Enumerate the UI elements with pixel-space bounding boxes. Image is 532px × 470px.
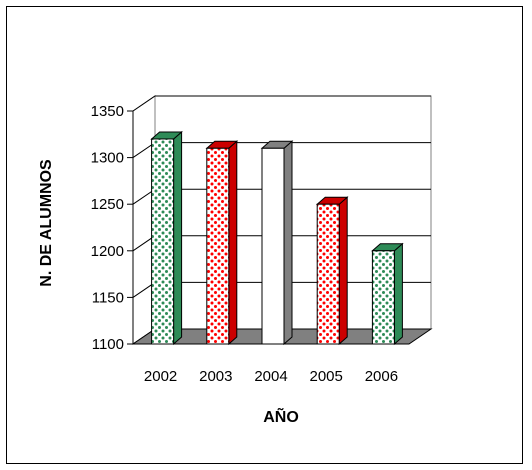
- bars: [150, 130, 404, 346]
- bar-front: [316, 203, 340, 345]
- bar-front: [206, 147, 230, 345]
- y-axis-title: N. DE ALUMNOS: [38, 159, 55, 287]
- y-tick-labels: 1100 1150 1200 1250 1300 1350: [91, 103, 124, 353]
- bar: [205, 140, 239, 346]
- bar-side: [173, 130, 183, 346]
- bar-side: [338, 196, 348, 346]
- x-axis-title: AÑO: [263, 406, 299, 426]
- x-tick-label: 2003: [199, 368, 232, 385]
- x-tick-label: 2004: [254, 368, 287, 385]
- bar-front: [261, 147, 285, 345]
- x-tick-label: 2006: [365, 368, 398, 385]
- y-tick-label: 1150: [92, 289, 124, 306]
- x-tick-label: 2002: [144, 368, 177, 385]
- chart-frame: 1100 1150 1200 1250 1300 1350 2002 2003 2004 200…: [6, 6, 523, 464]
- bar-front: [151, 138, 175, 345]
- bar-front: [371, 250, 395, 345]
- y-tick-label: 1300: [91, 150, 124, 167]
- y-tick-label: 1250: [91, 196, 124, 213]
- y-tick-label: 1350: [91, 103, 124, 120]
- bar: [260, 140, 294, 346]
- plot-walls: [132, 95, 432, 345]
- bar-side: [228, 140, 238, 346]
- y-tick-label: 1200: [91, 243, 124, 260]
- bar-side: [393, 242, 403, 346]
- bar: [371, 242, 404, 346]
- y-tick-label: 1100: [92, 336, 124, 353]
- bar-side: [283, 140, 293, 346]
- bar: [315, 196, 349, 346]
- x-tick-label: 2005: [310, 368, 343, 385]
- x-tick-labels: 2002 2003 2004 2005 2006: [144, 368, 398, 385]
- bar: [150, 130, 183, 346]
- gridline: [132, 95, 431, 112]
